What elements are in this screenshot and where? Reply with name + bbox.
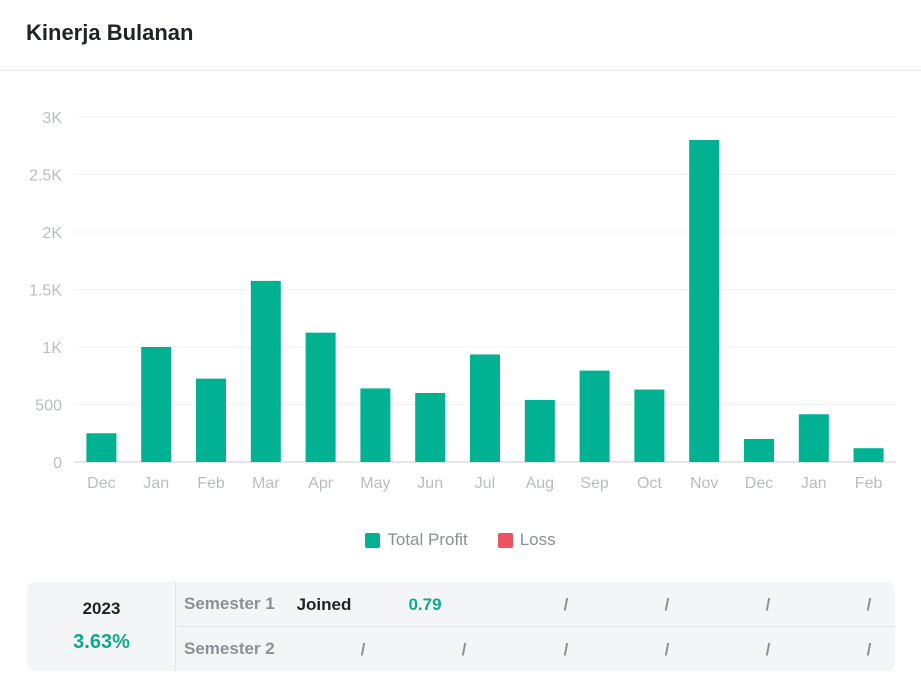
card-header: Kinerja Bulanan [0,0,921,71]
semester-2-cell: / [563,640,569,659]
x-tick-label: Mar [252,475,280,492]
semester-2-cell: / [866,640,872,659]
legend-swatch-loss [497,532,513,548]
semester-1-cell: / [664,595,670,614]
y-tick-label: 500 [35,398,62,415]
x-tick-label: Jul [475,475,495,492]
bar-total-profit [360,388,391,462]
semester-1-label: Semester 1 [184,594,275,613]
legend-item-total-profit[interactable]: Total Profit [365,530,468,550]
semester-1-cell: / [866,595,872,614]
page-title: Kinerja Bulanan [26,20,194,45]
semester-2-cell: / [765,640,771,659]
year-cell: 2023 3.63% [27,582,176,671]
x-tick-label: Jun [417,475,443,492]
year-label: 2023 [82,599,121,618]
y-tick-label: 2K [42,225,62,242]
semester-2-label: Semester 2 [184,639,275,658]
bar-total-profit [744,439,774,462]
y-tick-label: 2.5K [29,168,62,185]
bar-total-profit [470,354,500,462]
y-tick-label: 1.5K [29,283,62,300]
semester-2-cell: / [664,640,670,659]
y-tick-label: 1K [42,340,62,357]
semester-1-cell: / [563,595,569,614]
x-tick-label: Aug [526,475,554,492]
y-tick-label: 3K [42,110,62,127]
x-tick-label: Feb [197,475,225,492]
y-tick-label: 0 [53,455,62,472]
bar-chart: 0 500 1K 1.5K 2K 2.5K 3K Dec Jan Feb Mar Apr May Jun J… [29,110,896,492]
legend-item-loss[interactable]: Loss [497,530,556,550]
semester-row-2: Semester 2 / / / / / / [177,627,895,671]
bar-total-profit [579,370,610,462]
x-tick-label: May [360,475,390,492]
chart-legend: Total Profit Loss [0,530,921,550]
bar-total-profit [415,393,446,462]
bar-total-profit [196,378,226,462]
bar-total-profit [689,140,720,462]
semester-row-1: Semester 1 Joined 0.79 / / / / [177,582,895,627]
bar-total-profit [141,347,172,462]
semester-1-cell: Joined [296,595,352,614]
semester-2-cell: / [461,640,467,659]
bar-total-profit [250,280,281,462]
x-tick-label: Dec [87,475,115,492]
bar-total-profit [798,414,829,462]
bar-total-profit [305,332,336,462]
legend-swatch-profit [365,532,381,548]
x-tick-label: Dec [745,475,773,492]
performance-summary-table: 2023 3.63% Semester 1 Joined 0.79 / / / … [27,582,895,671]
semester-1-cell: 0.79 [408,595,442,614]
x-tick-label: Sep [580,475,609,492]
bar-total-profit [853,448,884,462]
x-tick-label: Apr [308,475,334,492]
x-tick-label: Feb [855,475,883,492]
semester-2-cell: / [360,640,366,659]
legend-label-total-profit: Total Profit [387,530,468,549]
semester-1-cell: / [765,595,771,614]
legend-label-loss: Loss [519,530,556,549]
x-tick-label: Jan [801,475,827,492]
bar-total-profit [634,389,665,462]
x-tick-label: Jan [143,475,169,492]
x-tick-label: Nov [690,475,718,492]
bar-total-profit [524,399,555,462]
year-return-value: 3.63% [73,631,130,653]
bar-total-profit [86,433,117,462]
x-tick-label: Oct [637,475,662,492]
